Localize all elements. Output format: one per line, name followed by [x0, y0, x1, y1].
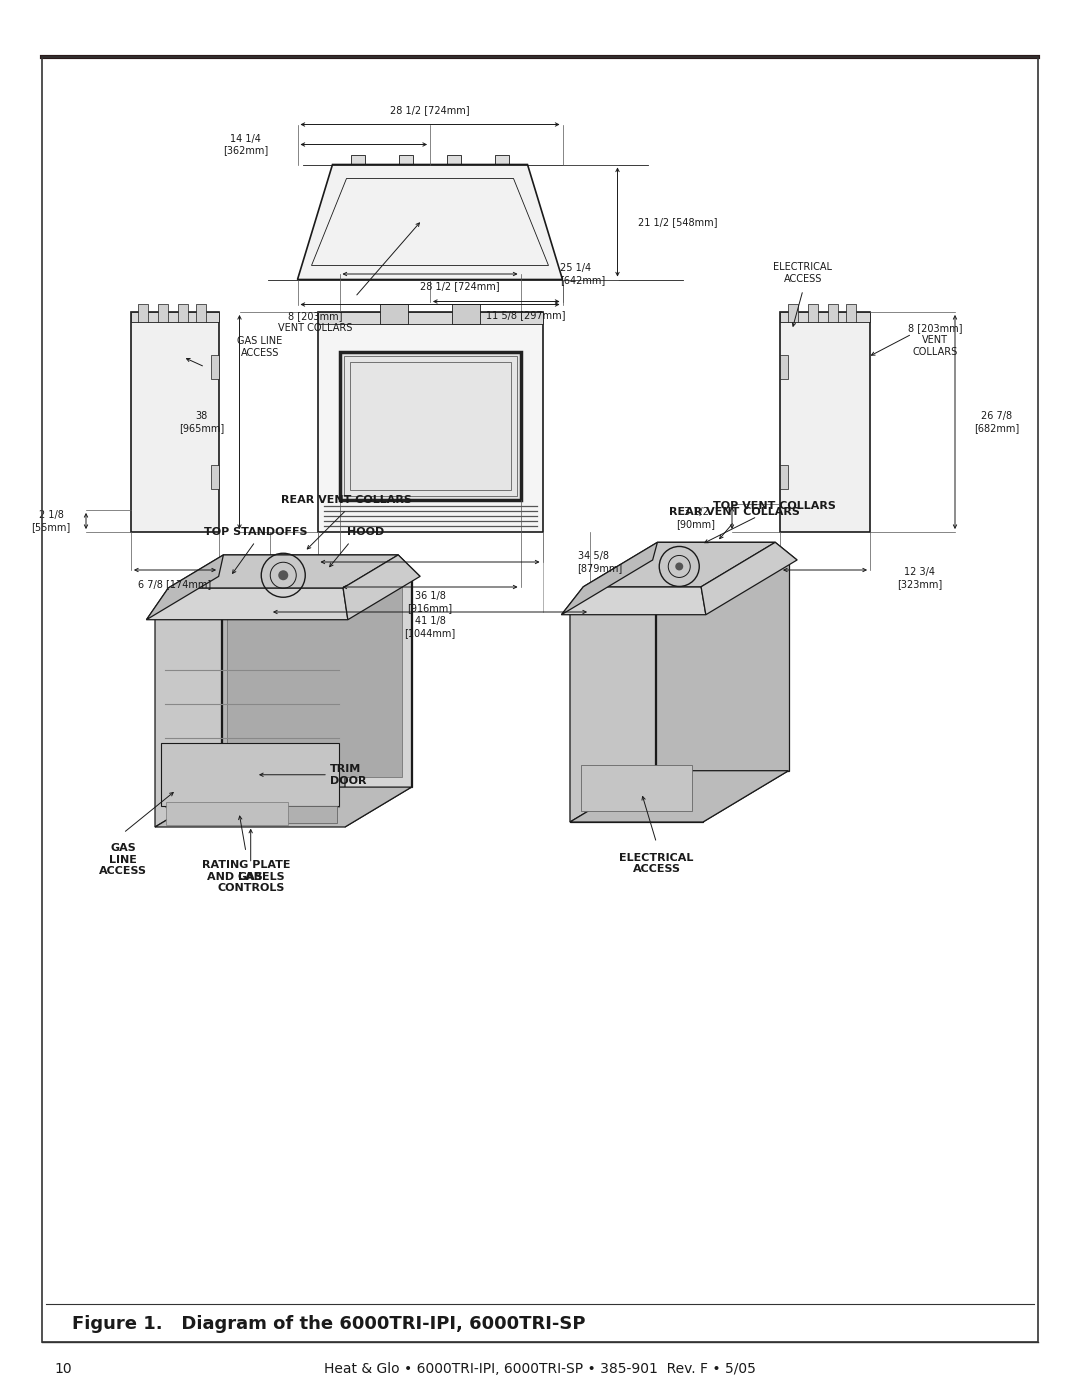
Polygon shape [318, 312, 542, 532]
Polygon shape [178, 305, 188, 321]
Text: 10: 10 [54, 1362, 71, 1376]
Text: RATING PLATE
AND LABELS: RATING PLATE AND LABELS [202, 861, 291, 882]
Polygon shape [570, 562, 788, 613]
Polygon shape [131, 312, 219, 321]
Polygon shape [562, 542, 658, 615]
Text: Heat & Glo • 6000TRI-IPI, 6000TRI-SP • 385-901  Rev. F • 5/05: Heat & Glo • 6000TRI-IPI, 6000TRI-SP • 3… [324, 1362, 756, 1376]
Polygon shape [138, 305, 148, 321]
Polygon shape [380, 305, 408, 324]
Text: 21 1/2 [548mm]: 21 1/2 [548mm] [638, 217, 717, 226]
Bar [399, 155, 413, 165]
Polygon shape [581, 766, 691, 810]
Polygon shape [808, 305, 818, 321]
Polygon shape [221, 578, 411, 787]
Polygon shape [703, 562, 788, 821]
Text: 3 1/2
[90mm]: 3 1/2 [90mm] [676, 507, 715, 529]
Polygon shape [701, 542, 797, 615]
Circle shape [814, 502, 820, 507]
Text: GAS LINE
ACCESS: GAS LINE ACCESS [238, 337, 283, 358]
Polygon shape [156, 578, 221, 827]
Text: 25 1/4
[642mm]: 25 1/4 [642mm] [561, 263, 606, 285]
Polygon shape [147, 588, 348, 620]
Polygon shape [570, 613, 703, 821]
Polygon shape [780, 312, 870, 321]
Polygon shape [147, 555, 224, 620]
Polygon shape [780, 312, 870, 532]
Polygon shape [161, 743, 339, 806]
Text: 14 1/4
[362mm]: 14 1/4 [362mm] [222, 134, 268, 155]
Polygon shape [211, 355, 219, 379]
Polygon shape [297, 165, 563, 279]
Text: GAS
LINE
ACCESS: GAS LINE ACCESS [99, 842, 147, 876]
Polygon shape [218, 555, 420, 577]
Text: 6 7/8 [174mm]: 6 7/8 [174mm] [138, 578, 212, 590]
Polygon shape [166, 802, 288, 826]
Text: TOP STANDOFFS: TOP STANDOFFS [203, 527, 307, 536]
Polygon shape [780, 355, 788, 379]
Polygon shape [156, 787, 411, 827]
Text: 41 1/8
[1044mm]: 41 1/8 [1044mm] [404, 616, 456, 638]
Text: 8 [203mm]
VENT
COLLARS: 8 [203mm] VENT COLLARS [908, 323, 962, 356]
Text: HOOD: HOOD [347, 527, 384, 536]
Polygon shape [570, 562, 656, 821]
Polygon shape [570, 771, 788, 821]
Text: 28 1/2 [724mm]: 28 1/2 [724mm] [420, 282, 500, 292]
Bar [447, 155, 461, 165]
Text: TOP VENT COLLARS: TOP VENT COLLARS [713, 502, 836, 511]
Text: ELECTRICAL
ACCESS: ELECTRICAL ACCESS [619, 852, 693, 875]
Text: TRIM
DOOR: TRIM DOOR [330, 764, 366, 785]
Polygon shape [345, 578, 411, 827]
Polygon shape [828, 305, 838, 321]
Polygon shape [318, 312, 542, 324]
Polygon shape [656, 562, 788, 771]
Polygon shape [846, 305, 856, 321]
Bar [351, 155, 365, 165]
Polygon shape [158, 305, 168, 321]
Circle shape [674, 812, 679, 817]
Polygon shape [788, 305, 798, 321]
Circle shape [279, 570, 288, 580]
Polygon shape [195, 305, 206, 321]
Text: REAR VENT COLLARS: REAR VENT COLLARS [281, 495, 411, 504]
Text: 12 3/4
[323mm]: 12 3/4 [323mm] [897, 567, 943, 588]
Polygon shape [339, 352, 521, 500]
Text: 8 [203mm]
VENT COLLARS: 8 [203mm] VENT COLLARS [278, 312, 352, 332]
Text: ELECTRICAL
ACCESS: ELECTRICAL ACCESS [773, 263, 833, 284]
Text: REAR VENT COLLARS: REAR VENT COLLARS [669, 507, 799, 517]
Bar [495, 155, 509, 165]
Text: 26 7/8
[682mm]: 26 7/8 [682mm] [974, 411, 1020, 433]
Polygon shape [453, 305, 480, 324]
Polygon shape [211, 465, 219, 489]
Circle shape [424, 208, 436, 219]
Text: Figure 1.   Diagram of the 6000TRI-IPI, 6000TRI-SP: Figure 1. Diagram of the 6000TRI-IPI, 60… [72, 1315, 585, 1333]
Circle shape [647, 812, 652, 817]
Polygon shape [562, 587, 706, 615]
Text: 36 1/8
[916mm]: 36 1/8 [916mm] [407, 591, 453, 613]
Text: 34 5/8
[879mm]: 34 5/8 [879mm] [578, 552, 623, 573]
Polygon shape [156, 578, 411, 617]
Polygon shape [652, 542, 797, 560]
Polygon shape [780, 465, 788, 489]
Polygon shape [168, 555, 399, 588]
Circle shape [675, 563, 684, 570]
Polygon shape [343, 555, 420, 620]
Text: GAS
CONTROLS: GAS CONTROLS [217, 872, 284, 893]
Polygon shape [227, 587, 402, 777]
Polygon shape [171, 806, 337, 823]
Polygon shape [131, 312, 219, 532]
Text: 28 1/2 [724mm]: 28 1/2 [724mm] [390, 106, 470, 116]
Polygon shape [583, 542, 775, 587]
Text: 2 1/8
[55mm]: 2 1/8 [55mm] [31, 510, 70, 532]
Text: 11 5/8 [297mm]: 11 5/8 [297mm] [486, 310, 566, 320]
Text: 38
[965mm]: 38 [965mm] [179, 411, 225, 433]
